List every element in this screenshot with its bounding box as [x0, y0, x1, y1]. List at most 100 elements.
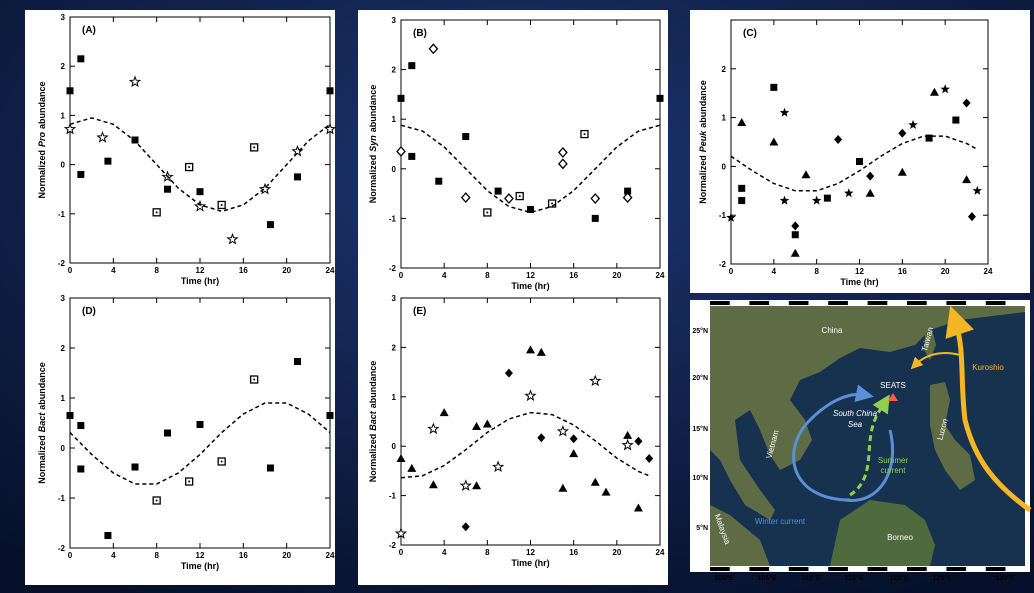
map-border: [789, 301, 809, 305]
map-border: [946, 301, 966, 305]
x-tick-label: 16: [569, 271, 578, 280]
y-tick-label: 1: [392, 393, 397, 402]
point-dot: [253, 146, 255, 148]
map-border: [986, 567, 1006, 571]
map-border: [828, 567, 848, 571]
point: [398, 95, 405, 102]
panel-background: [25, 293, 335, 585]
point-dot: [221, 204, 223, 206]
x-tick-label: 0: [399, 271, 404, 280]
point-dot: [156, 211, 158, 213]
map-border: [710, 567, 730, 571]
point: [408, 62, 415, 69]
point: [164, 186, 171, 193]
y-tick-label: 0: [392, 442, 397, 451]
point: [856, 158, 863, 165]
y-axis-label: NormalizedProabundance: [37, 81, 47, 198]
x-axis-label: Time (hr): [511, 558, 549, 568]
lon-label: 125°E: [932, 574, 951, 582]
point: [435, 178, 442, 185]
panel: 04812162024-2-10123(B)Time (hr)Normalize…: [358, 10, 668, 293]
point-dot: [486, 211, 488, 213]
x-tick-label: 0: [399, 548, 404, 557]
x-tick-label: 16: [569, 548, 578, 557]
x-tick-label: 12: [526, 271, 535, 280]
point: [197, 188, 204, 195]
y-tick-label: -1: [58, 210, 66, 219]
x-tick-label: 24: [656, 271, 665, 280]
panel-label: (C): [743, 28, 757, 39]
lat-label: 15°N: [692, 425, 708, 433]
x-tick-label: 12: [855, 267, 864, 276]
y-tick-label: -1: [58, 494, 66, 503]
lon-label: 115°E: [845, 574, 864, 582]
point: [770, 84, 777, 91]
y-tick-label: 3: [61, 13, 66, 22]
x-tick-label: 4: [111, 266, 116, 275]
map-border: [986, 301, 1006, 305]
lon-label: 110°E: [802, 574, 821, 582]
y-tick-label: 2: [61, 344, 66, 353]
point: [294, 173, 301, 180]
point: [132, 464, 139, 471]
x-tick-label: 20: [612, 271, 621, 280]
point: [824, 195, 831, 202]
lon-label: 120°E: [889, 574, 908, 582]
page: 04812162024-2-10123(A)Time (hr)Normalize…: [0, 0, 1034, 593]
y-tick-label: 2: [392, 343, 397, 352]
map-label: Winter current: [755, 517, 806, 526]
y-axis-label-part: Normalized: [368, 155, 378, 204]
map-label: China: [822, 326, 843, 335]
lat-label: 5°N: [696, 524, 708, 532]
point: [738, 197, 745, 204]
point: [792, 231, 799, 238]
y-axis-label-part: Normalized: [698, 155, 708, 204]
x-tick-label: 0: [729, 267, 734, 276]
map-border: [749, 567, 769, 571]
point: [327, 87, 334, 94]
x-tick-label: 24: [656, 548, 665, 557]
point: [164, 430, 171, 437]
y-tick-label: 1: [722, 114, 727, 123]
map-border: [868, 567, 888, 571]
point-dot: [221, 461, 223, 463]
y-tick-label: 0: [722, 162, 727, 171]
map-border: [749, 301, 769, 305]
x-axis-label: Time (hr): [511, 281, 549, 291]
map-label: Borneo: [887, 533, 913, 542]
x-tick-label: 0: [68, 551, 73, 560]
point: [67, 87, 74, 94]
point: [77, 466, 84, 473]
map-label: Sea: [848, 420, 863, 429]
y-axis-label-part: Bact: [37, 412, 47, 433]
map: China Taiwan Kuroshio SEATS South China …: [690, 300, 1030, 582]
x-tick-label: 24: [326, 266, 335, 275]
point: [738, 185, 745, 192]
map-border: [946, 567, 966, 571]
point: [104, 532, 111, 539]
point-dot: [188, 481, 190, 483]
map-border: [828, 301, 848, 305]
map-label: SEATS: [880, 381, 906, 390]
x-tick-label: 8: [485, 548, 490, 557]
y-axis-label: NormalizedSynabundance: [368, 85, 378, 204]
point: [104, 158, 111, 165]
x-tick-label: 4: [442, 548, 447, 557]
x-tick-label: 20: [282, 266, 291, 275]
y-tick-label: 0: [61, 161, 66, 170]
x-tick-label: 8: [814, 267, 819, 276]
panel-label: (D): [82, 306, 96, 317]
panel-background: [690, 10, 1030, 293]
x-tick-label: 16: [239, 551, 248, 560]
x-tick-label: 16: [898, 267, 907, 276]
y-axis-label: NormalizedBactabundance: [37, 362, 47, 484]
point-dot: [253, 379, 255, 381]
y-tick-label: -1: [389, 492, 397, 501]
y-tick-label: 1: [392, 115, 397, 124]
panel-background: [358, 293, 668, 585]
point: [592, 215, 599, 222]
x-tick-label: 8: [485, 271, 490, 280]
panel-label: (A): [82, 25, 96, 36]
lon-label: 105°E: [757, 574, 776, 582]
point: [657, 95, 664, 102]
